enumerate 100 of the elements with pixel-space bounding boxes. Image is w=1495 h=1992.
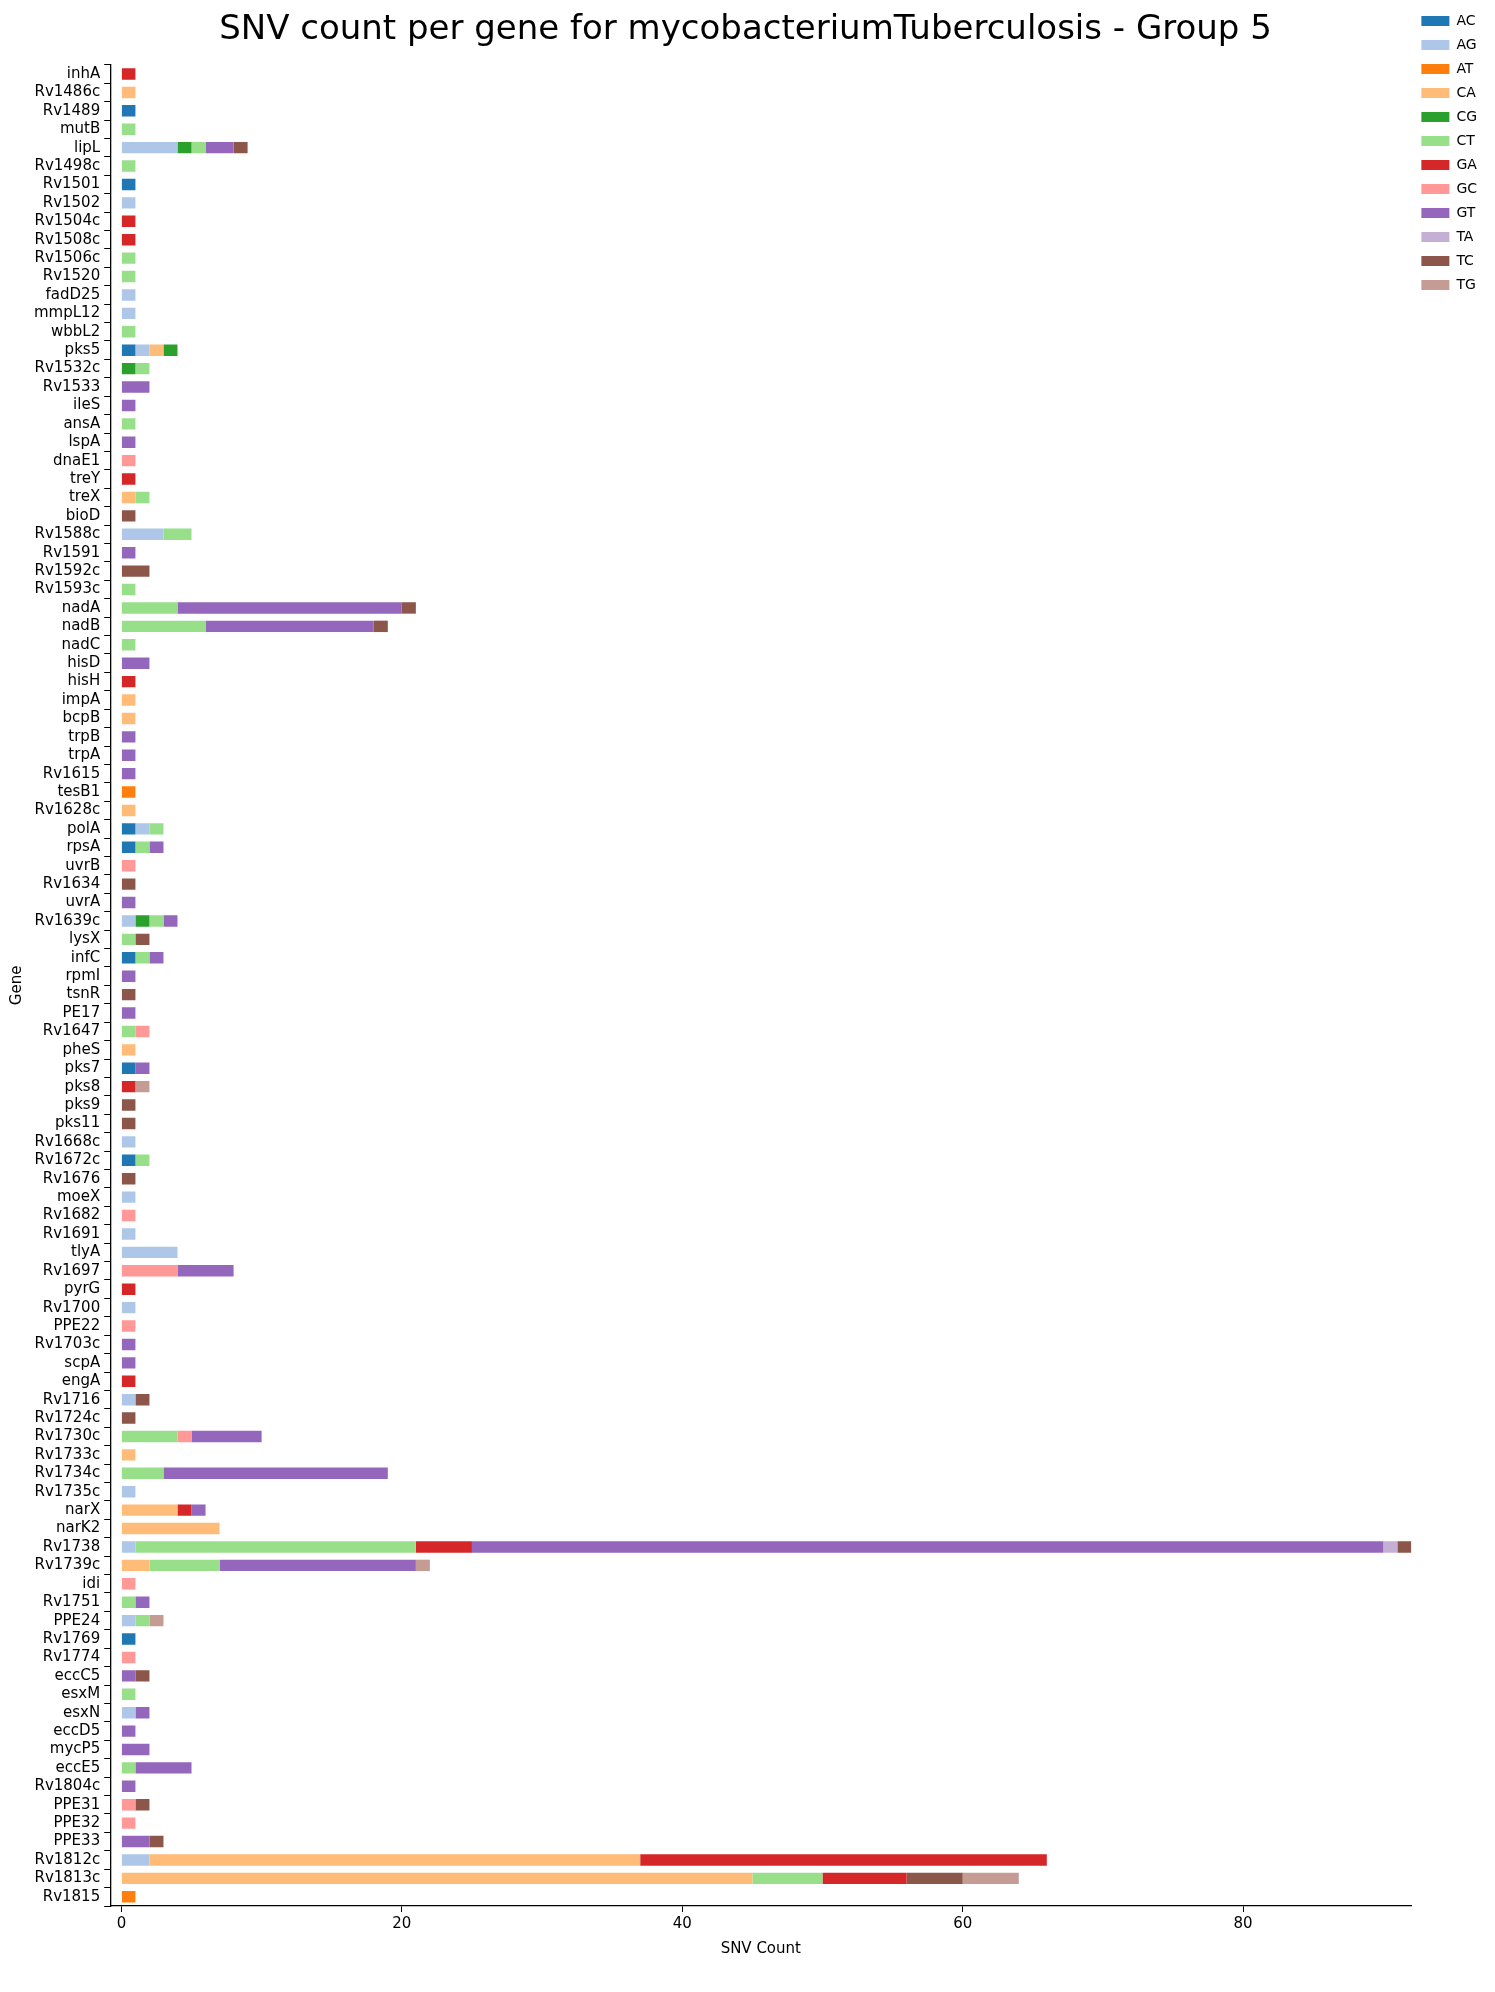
- bar: [121, 841, 136, 854]
- bar: [163, 528, 192, 541]
- bar: [191, 141, 206, 154]
- bar: [121, 178, 136, 191]
- bar: [121, 1062, 136, 1074]
- y-axis-title: Gene: [6, 965, 25, 1006]
- bar: [135, 1799, 150, 1811]
- y-tick-label: PPE31: [53, 1794, 101, 1813]
- bar: [121, 1228, 136, 1240]
- bar: [121, 1044, 136, 1056]
- bar: [121, 436, 136, 448]
- y-tick-label: fadD25: [45, 284, 101, 303]
- bar: [121, 786, 136, 798]
- bar: [121, 326, 136, 338]
- y-tick-label: Rv1592c: [34, 561, 101, 580]
- bar: [121, 547, 136, 559]
- y-tick-label: polA: [67, 818, 101, 837]
- y-tick-label: Rv1691: [42, 1223, 101, 1242]
- y-tick-label: ileS: [73, 395, 101, 414]
- y-tick-label: pks11: [55, 1113, 101, 1132]
- bar: [121, 731, 136, 743]
- y-tick-label: mycP5: [49, 1739, 101, 1758]
- y-tick-label: Rv1774: [42, 1647, 101, 1666]
- bar: [121, 454, 136, 467]
- bar: [135, 1541, 416, 1553]
- bar: [121, 1430, 178, 1443]
- bar: [205, 141, 234, 154]
- bar: [121, 620, 206, 633]
- y-tick-label: Rv1520: [42, 266, 101, 285]
- y-tick-label: engA: [61, 1371, 101, 1390]
- bar: [135, 491, 150, 504]
- bar: [121, 86, 136, 99]
- bar: [121, 1154, 136, 1167]
- y-tick-label: esxN: [63, 1702, 101, 1721]
- bar: [121, 804, 136, 817]
- y-tick-label: Rv1739c: [34, 1555, 101, 1574]
- bar: [121, 970, 136, 982]
- y-tick-label: Rv1672c: [34, 1150, 101, 1169]
- y-tick-label: treY: [70, 468, 102, 487]
- bar: [121, 1743, 150, 1756]
- bar: [121, 933, 136, 946]
- bar: [121, 1136, 136, 1148]
- bar: [121, 952, 136, 964]
- bar: [121, 381, 150, 393]
- y-tick-label: Rv1815: [42, 1886, 101, 1905]
- y-tick-label: mmpL12: [33, 303, 101, 322]
- bar: [135, 1062, 150, 1074]
- bar: [121, 1007, 136, 1019]
- bar: [135, 362, 150, 375]
- bar: [121, 473, 136, 485]
- y-tick-label: Rv1676: [42, 1168, 101, 1187]
- bar: [121, 491, 136, 504]
- bar: [121, 1449, 136, 1461]
- bar: [121, 1633, 136, 1645]
- bar: [121, 528, 164, 541]
- bar: [121, 749, 136, 761]
- y-tick-label: Rv1486c: [34, 82, 101, 101]
- bar: [149, 823, 164, 835]
- y-tick-label: Rv1735c: [34, 1481, 101, 1500]
- bar: [121, 1099, 136, 1111]
- bar: [121, 510, 136, 522]
- y-tick-label: Rv1730c: [34, 1426, 101, 1445]
- bar: [149, 1614, 164, 1627]
- bar: [121, 1522, 220, 1535]
- bar: [121, 712, 136, 725]
- bar: [121, 1835, 150, 1848]
- y-tick-label: hisD: [67, 653, 101, 672]
- bar: [163, 344, 178, 356]
- bar: [373, 620, 388, 633]
- bar: [135, 1762, 192, 1774]
- bar: [121, 1173, 136, 1185]
- y-tick-label: eccD5: [53, 1720, 101, 1739]
- y-tick-label: Rv1703c: [34, 1334, 101, 1353]
- bar: [135, 1393, 150, 1406]
- y-tick-label: esxM: [61, 1684, 101, 1703]
- bar: [121, 1872, 753, 1885]
- y-tick-label: eccC5: [54, 1665, 101, 1684]
- bar: [121, 896, 136, 909]
- y-tick-label: inhA: [66, 63, 101, 82]
- bar: [121, 252, 136, 264]
- y-tick-label: Rv1639c: [34, 910, 101, 929]
- bar: [121, 565, 150, 577]
- y-tick-label: Rv1804c: [34, 1776, 101, 1795]
- bar: [121, 418, 136, 430]
- y-tick-label: Rv1588c: [34, 524, 101, 543]
- legend-label: AG: [1456, 35, 1477, 52]
- bar: [121, 123, 136, 135]
- bar: [121, 639, 136, 651]
- bar: [121, 1559, 150, 1572]
- bar: [121, 1799, 136, 1811]
- bar: [135, 1080, 150, 1093]
- legend-label: TA: [1455, 227, 1474, 244]
- bar: [415, 1541, 472, 1553]
- bar: [135, 344, 150, 356]
- y-tick-label: uvrB: [65, 855, 101, 874]
- bar: [149, 915, 164, 927]
- y-tick-label: Rv1593c: [34, 579, 101, 598]
- bar: [121, 1486, 136, 1498]
- y-tick-label: narK2: [55, 1518, 101, 1537]
- y-tick-label: lysX: [69, 929, 101, 948]
